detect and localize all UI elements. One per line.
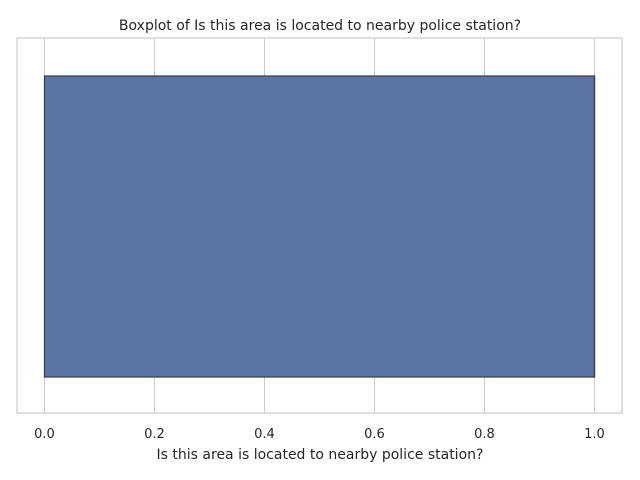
x-tick-label: 0.4 [254, 427, 275, 442]
x-tick-label: 0.0 [34, 427, 55, 442]
plot-area [16, 37, 623, 414]
box-iqr [43, 75, 596, 378]
x-tick-label: 0.6 [364, 427, 385, 442]
x-tick-labels: 0.0 0.2 0.4 0.6 0.8 1.0 [34, 427, 605, 442]
chart-title: Boxplot of Is this area is located to ne… [119, 18, 521, 34]
x-axis-label: Is this area is located to nearby police… [157, 447, 484, 463]
x-tick-label: 1.0 [584, 427, 605, 442]
x-tick-label: 0.2 [144, 427, 165, 442]
box-group [43, 75, 596, 378]
x-tick-label: 0.8 [474, 427, 495, 442]
